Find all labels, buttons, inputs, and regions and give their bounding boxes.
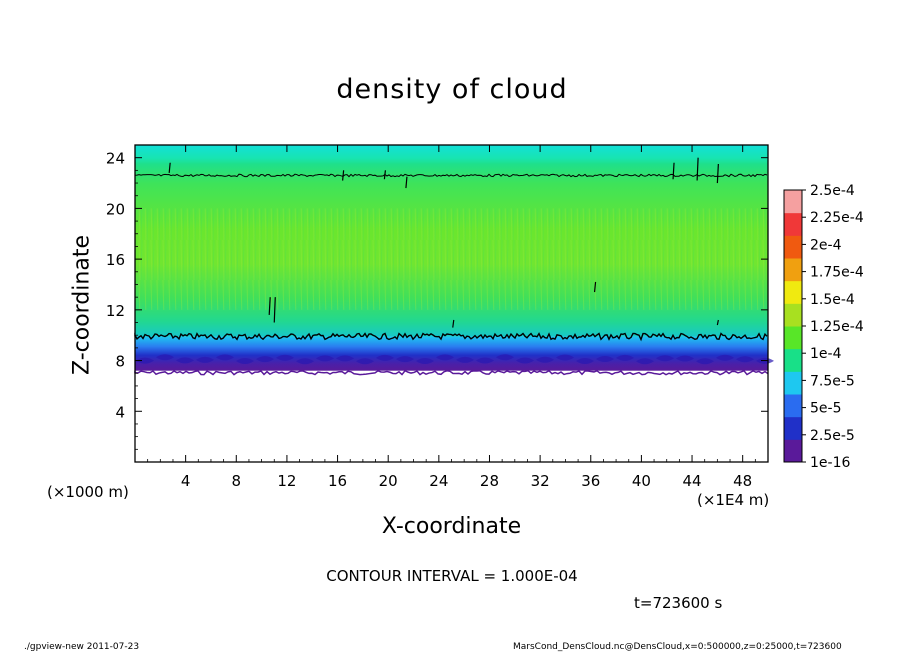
- colorbar-swatch: [784, 439, 802, 463]
- y-tick-label: 8: [115, 353, 125, 371]
- x-tick-label: 24: [429, 472, 448, 490]
- colorbar-swatch: [784, 348, 802, 372]
- colorbar-label: 1.5e-4: [810, 292, 855, 308]
- cloud-base-edge: [134, 369, 769, 376]
- x-tick-label: 28: [480, 472, 499, 490]
- y-axis-label: Z-coordinate: [69, 235, 95, 375]
- colorbar-label: 1e-16: [810, 455, 850, 471]
- contour-interval-label: CONTOUR INTERVAL = 1.000E-04: [326, 567, 578, 585]
- colorbar-label: 5e-5: [810, 401, 841, 417]
- cloud-speck: [273, 297, 276, 323]
- cloud-speck: [593, 281, 597, 293]
- colorbar-swatch: [784, 190, 802, 214]
- lower-band-cells: [136, 354, 774, 365]
- contour-line: [134, 173, 768, 178]
- colorbar-label: 1.25e-4: [810, 319, 864, 335]
- x-tick-label: 48: [733, 472, 752, 490]
- cloud-speck: [716, 163, 719, 184]
- cloud-speck: [672, 162, 675, 180]
- cloud-speck: [696, 157, 699, 181]
- x-tick-label: 8: [232, 472, 242, 490]
- colorbar-label: 2.5e-5: [810, 428, 855, 444]
- y-tick-label: 24: [106, 150, 125, 168]
- colorbar-swatch: [784, 326, 802, 350]
- colorbar-swatch: [784, 416, 802, 440]
- x-tick-label: 44: [682, 472, 701, 490]
- cloud-speck: [716, 319, 719, 326]
- colorbar-swatch: [784, 258, 802, 282]
- time-label: t=723600 s: [634, 594, 723, 612]
- y-tick-label: 12: [106, 302, 125, 320]
- cloud-speck: [268, 297, 271, 315]
- colorbar-swatch: [784, 235, 802, 259]
- chart-title: density of cloud: [336, 74, 568, 105]
- cloud-speck: [383, 170, 386, 180]
- colorbar-label: 2.5e-4: [810, 183, 855, 199]
- x-tick-label: 4: [181, 472, 191, 490]
- colorbar-label: 1.75e-4: [810, 265, 864, 281]
- cloud-speck: [452, 319, 455, 328]
- colorbar: 1e-16 2.5e-5 5e-5 7.5e-5 1e-4 1.25e-4 1.5e-4 1.…: [783, 183, 864, 471]
- colorbar-label: 1e-4: [810, 346, 842, 362]
- colorbar-swatch: [784, 212, 802, 236]
- x-unit-label: (×1E4 m): [697, 491, 770, 509]
- cloud-speck: [168, 162, 171, 173]
- heatmap-field: [134, 145, 774, 376]
- contour-line: [134, 332, 768, 342]
- colorbar-swatch: [784, 303, 802, 327]
- colorbar-swatch: [784, 371, 802, 395]
- cloud-speck: [405, 176, 408, 189]
- x-tick-label: 32: [531, 472, 550, 490]
- x-tick-label: 36: [581, 472, 600, 490]
- y-tick-label: 20: [106, 200, 125, 218]
- colorbar-label: 7.5e-5: [810, 373, 855, 389]
- footer-left: ./gpview-new 2011-07-23: [24, 642, 140, 652]
- y-tick-label: 16: [106, 251, 125, 269]
- colorbar-label: 2e-4: [810, 237, 842, 253]
- y-tick-label: 4: [115, 403, 125, 421]
- x-tick-label: 20: [379, 472, 398, 490]
- colorbar-swatch: [784, 280, 802, 304]
- x-axis-label: X-coordinate: [381, 514, 522, 539]
- cloud-texture: [135, 208, 768, 310]
- footer-right: MarsCond_DensCloud.nc@DensCloud,x=0:5000…: [513, 642, 842, 652]
- cloud-speck: [342, 170, 345, 181]
- x-tick-label: 40: [632, 472, 651, 490]
- x-tick-label: 12: [277, 472, 296, 490]
- colorbar-label: 2.25e-4: [810, 210, 864, 226]
- colorbar-swatch: [784, 394, 802, 418]
- cloud-layer-lower: [135, 336, 768, 371]
- x-tick-label: 16: [328, 472, 347, 490]
- y-unit-label: (×1000 m): [47, 483, 129, 501]
